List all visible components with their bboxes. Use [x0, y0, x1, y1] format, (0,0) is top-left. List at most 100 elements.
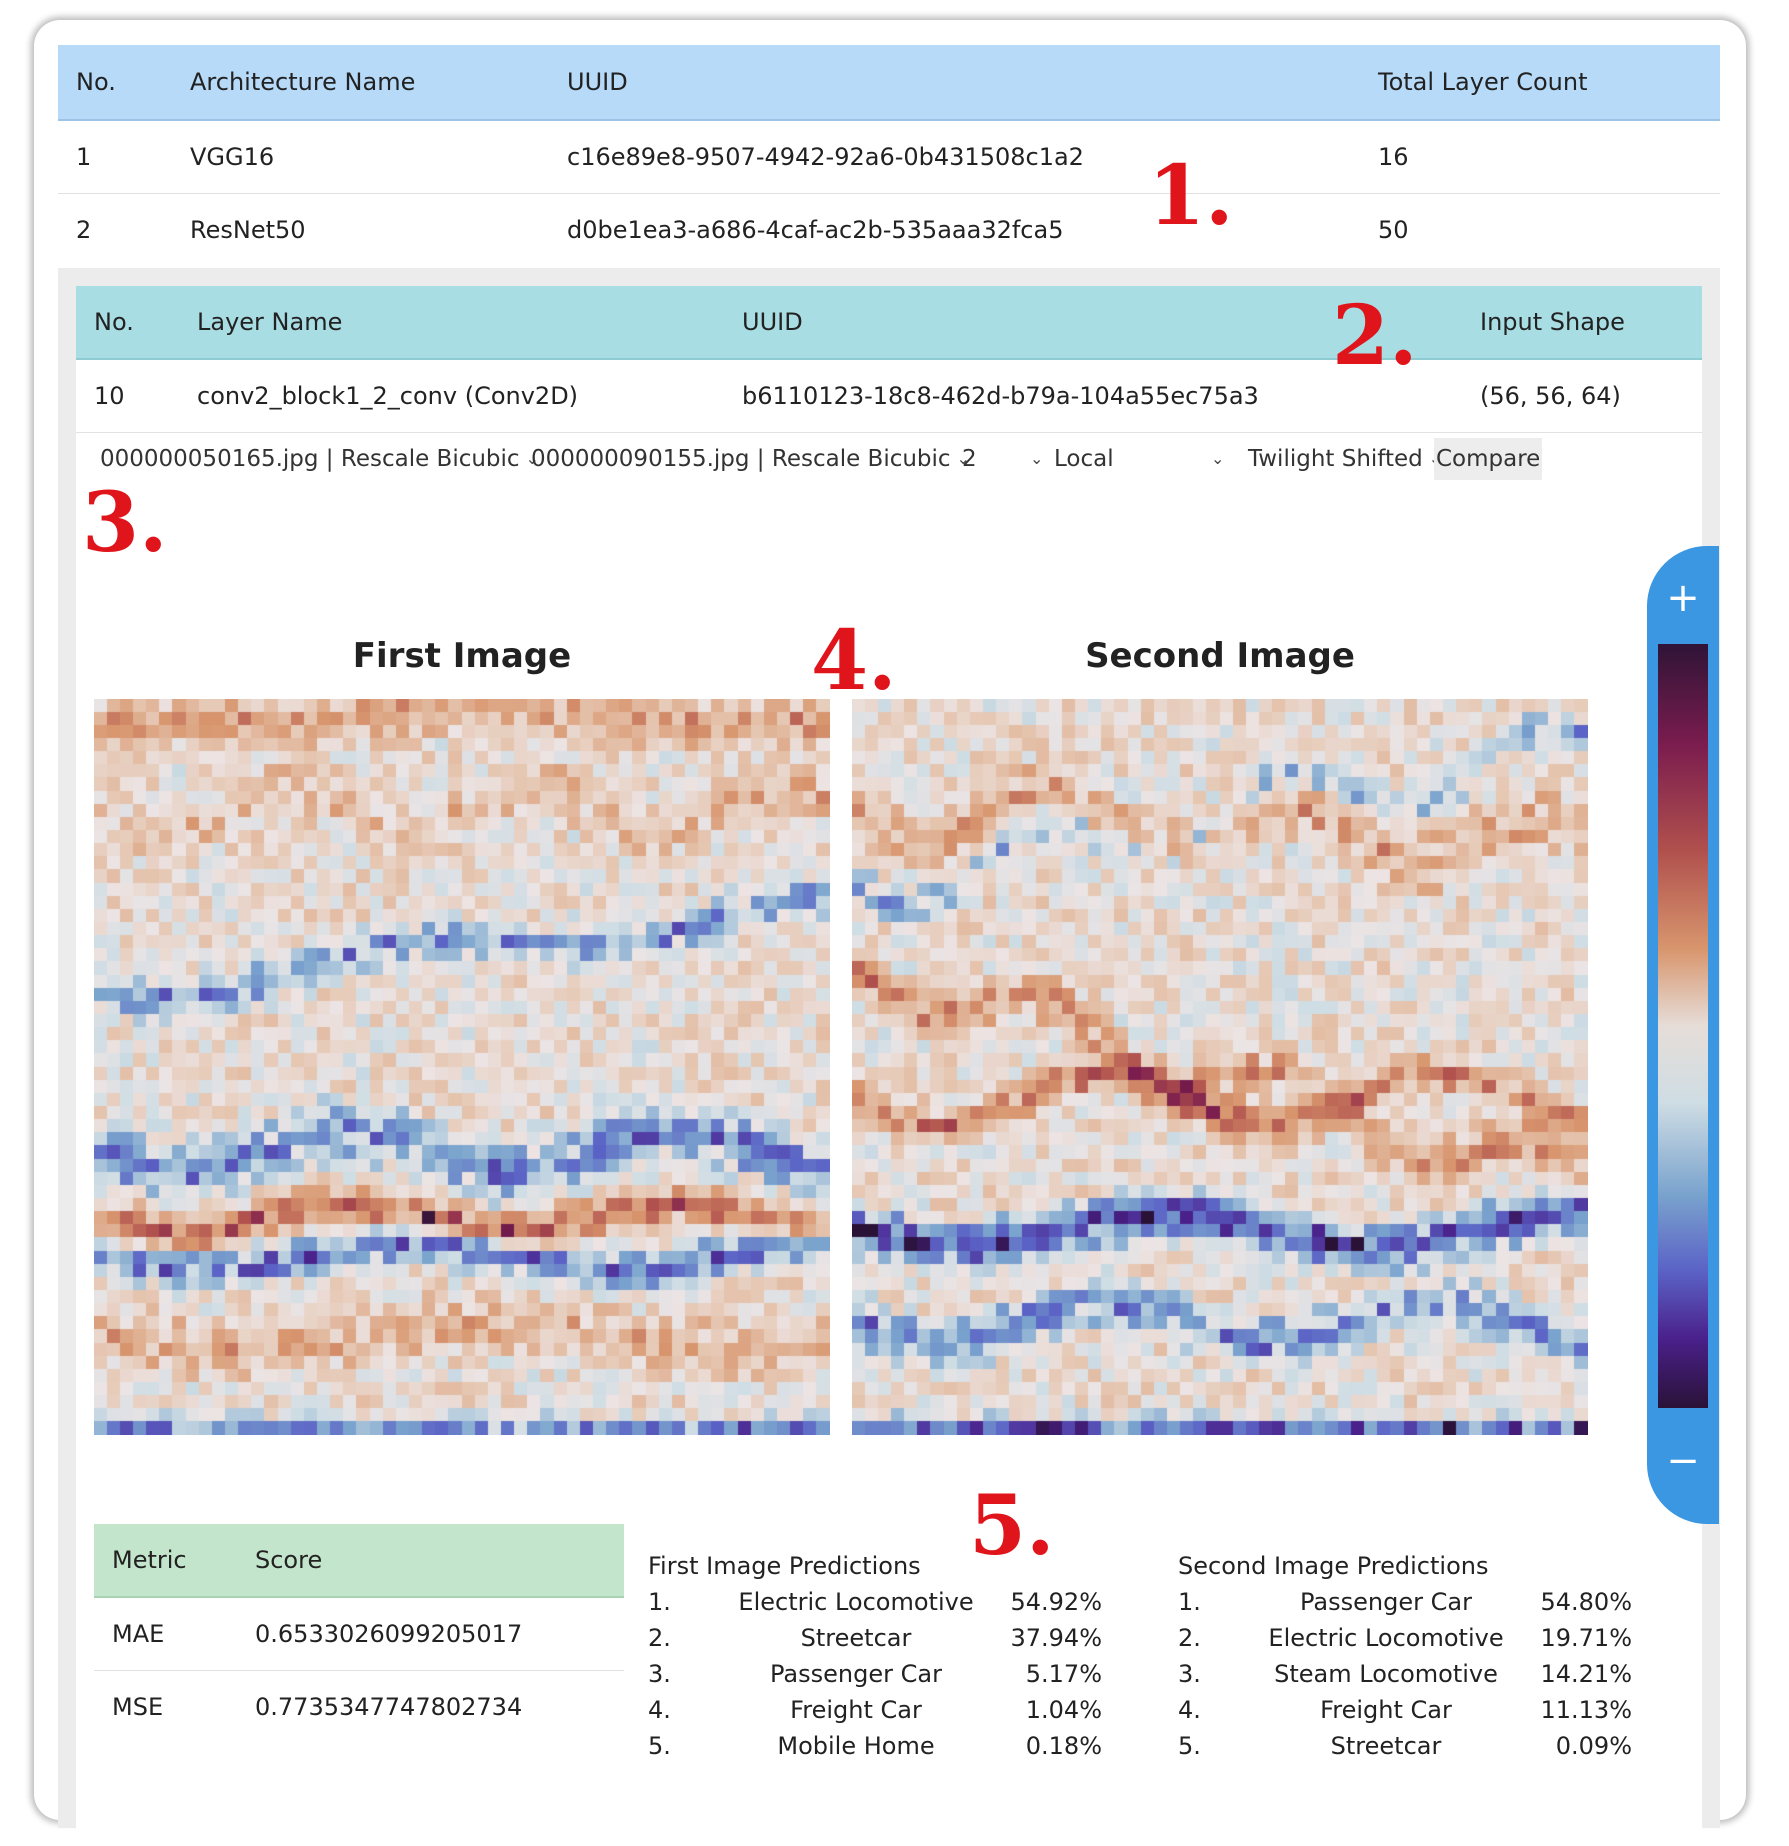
first-image-title: First Image	[352, 636, 572, 676]
colormap-select-value: Twilight Shifted	[1248, 446, 1423, 472]
cell-architecture-name: VGG16	[190, 143, 275, 171]
prediction-percent: 54.92%	[1010, 1588, 1102, 1616]
second-image-select[interactable]: 000000090155.jpg | Rescale Bicubic ⌄	[531, 438, 970, 480]
prediction-label: Streetcar	[1330, 1732, 1442, 1760]
cell-uuid: b6110123-18c8-462d-b79a-104a55ec75a3	[742, 382, 1259, 410]
cell-uuid: c16e89e8-9507-4942-92a6-0b431508c1a2	[567, 143, 1084, 171]
chevron-down-icon: ⌄	[1030, 449, 1044, 468]
metrics-table-header: Metric Score	[94, 1524, 624, 1598]
prediction-label: Freight Car	[790, 1696, 922, 1724]
prediction-rank: 1.	[1178, 1588, 1201, 1616]
second-image-select-value: 000000090155.jpg | Rescale Bicubic	[531, 446, 951, 472]
chevron-down-icon: ⌄	[525, 449, 539, 468]
prediction-label: Passenger Car	[1300, 1588, 1472, 1616]
prediction-rank: 5.	[1178, 1732, 1201, 1760]
second-image-heatmap	[852, 699, 1588, 1435]
prediction-rank: 3.	[1178, 1660, 1201, 1688]
chevron-down-icon: ⌄	[1211, 449, 1225, 468]
cell-layer-count: 50	[1378, 216, 1409, 244]
cell-metric: MAE	[112, 1620, 165, 1648]
colorbar	[1658, 644, 1708, 1408]
cell-no: 10	[94, 382, 125, 410]
normalization-select[interactable]: Local	[1054, 438, 1114, 480]
annotation-1: 1.	[1148, 148, 1234, 244]
prediction-row: 2. Electric Locomotive 19.71%	[1178, 1624, 1668, 1660]
prediction-row: 4. Freight Car 1.04%	[648, 1696, 1138, 1732]
prediction-percent: 19.71%	[1540, 1624, 1632, 1652]
cell-score: 0.6533026099205017	[255, 1620, 523, 1648]
normalization-chevron[interactable]: ⌄	[1205, 438, 1224, 480]
prediction-label: Mobile Home	[777, 1732, 935, 1760]
prediction-percent: 1.04%	[1025, 1696, 1102, 1724]
normalization-select-value: Local	[1054, 446, 1114, 472]
prediction-row: 3. Steam Locomotive 14.21%	[1178, 1660, 1668, 1696]
cell-score: 0.7735347747802734	[255, 1693, 523, 1721]
prediction-percent: 54.80%	[1540, 1588, 1632, 1616]
prediction-row: 1. Electric Locomotive 54.92%	[648, 1588, 1138, 1624]
prediction-rank: 4.	[1178, 1696, 1201, 1724]
prediction-label: Electric Locomotive	[1268, 1624, 1504, 1652]
prediction-label: Steam Locomotive	[1274, 1660, 1498, 1688]
prediction-label: Electric Locomotive	[738, 1588, 974, 1616]
first-predictions-title: First Image Predictions	[648, 1552, 921, 1580]
col-architecture-name: Architecture Name	[190, 68, 416, 96]
prediction-label: Passenger Car	[770, 1660, 942, 1688]
metrics-row-mse: MSE 0.7735347747802734	[94, 1671, 624, 1743]
col-input-shape: Input Shape	[1480, 308, 1625, 336]
prediction-row: 4. Freight Car 11.13%	[1178, 1696, 1668, 1732]
second-image-title: Second Image	[1085, 636, 1355, 676]
prediction-label: Freight Car	[1320, 1696, 1452, 1724]
col-no: No.	[94, 308, 134, 336]
plus-icon: +	[1666, 575, 1700, 621]
first-image-heatmap	[94, 699, 830, 1435]
prediction-row: 5. Mobile Home 0.18%	[648, 1732, 1138, 1768]
prediction-percent: 14.21%	[1540, 1660, 1632, 1688]
zoom-colorbar-panel: + −	[1647, 546, 1719, 1524]
prediction-label: Streetcar	[800, 1624, 912, 1652]
layer-panel-inner: No. Layer Name UUID Input Shape 10 conv2…	[76, 286, 1719, 1846]
layer-table-header: No. Layer Name UUID Input Shape	[76, 286, 1702, 360]
prediction-percent: 37.94%	[1010, 1624, 1102, 1652]
zoom-out-button[interactable]: −	[1647, 1441, 1719, 1481]
cell-architecture-name: ResNet50	[190, 216, 306, 244]
metrics-row-mae: MAE 0.6533026099205017	[94, 1598, 624, 1671]
col-uuid: UUID	[742, 308, 803, 336]
channel-select[interactable]: 2 ⌄	[962, 438, 1044, 480]
prediction-rank: 1.	[648, 1588, 671, 1616]
annotation-4: 4.	[811, 613, 897, 709]
col-score: Score	[255, 1546, 323, 1574]
cell-layer-count: 16	[1378, 143, 1409, 171]
controls-bar: 000000050165.jpg | Rescale Bicubic ⌄ 0000…	[76, 438, 1702, 480]
architecture-row-resnet50[interactable]: 2 ResNet50 d0be1ea3-a686-4caf-ac2b-535aa…	[58, 194, 1720, 266]
cell-layer-name: conv2_block1_2_conv (Conv2D)	[197, 382, 579, 410]
annotation-5: 5.	[969, 1478, 1055, 1574]
annotation-3: 3.	[82, 475, 168, 571]
prediction-rank: 4.	[648, 1696, 671, 1724]
compare-button[interactable]: Compare	[1434, 438, 1543, 480]
annotation-2: 2.	[1332, 288, 1418, 384]
col-no: No.	[76, 68, 116, 96]
first-image-select[interactable]: 000000050165.jpg | Rescale Bicubic ⌄	[100, 438, 539, 480]
architecture-table-header: No. Architecture Name UUID Total Layer C…	[58, 45, 1720, 121]
cell-input-shape: (56, 56, 64)	[1480, 382, 1621, 410]
prediction-percent: 0.18%	[1025, 1732, 1102, 1760]
colormap-select[interactable]: Twilight Shifted⌄	[1248, 438, 1442, 480]
prediction-rank: 3.	[648, 1660, 671, 1688]
layer-row[interactable]: 10 conv2_block1_2_conv (Conv2D) b6110123…	[76, 360, 1702, 433]
prediction-percent: 5.17%	[1025, 1660, 1102, 1688]
prediction-row: 5. Streetcar 0.09%	[1178, 1732, 1668, 1768]
zoom-in-button[interactable]: +	[1647, 578, 1719, 618]
layer-panel: No. Layer Name UUID Input Shape 10 conv2…	[58, 268, 1720, 1846]
prediction-rank: 2.	[648, 1624, 671, 1652]
prediction-percent: 11.13%	[1540, 1696, 1632, 1724]
prediction-row: 3. Passenger Car 5.17%	[648, 1660, 1138, 1696]
second-predictions-title: Second Image Predictions	[1178, 1552, 1489, 1580]
architecture-row-vgg16[interactable]: 1 VGG16 c16e89e8-9507-4942-92a6-0b431508…	[58, 121, 1720, 194]
app-card: No. Architecture Name UUID Total Layer C…	[34, 20, 1746, 1846]
cell-metric: MSE	[112, 1693, 164, 1721]
prediction-rank: 2.	[1178, 1624, 1201, 1652]
cell-no: 1	[76, 143, 92, 171]
prediction-row: 1. Passenger Car 54.80%	[1178, 1588, 1668, 1624]
first-image-select-value: 000000050165.jpg | Rescale Bicubic	[100, 446, 520, 472]
col-metric: Metric	[112, 1546, 187, 1574]
